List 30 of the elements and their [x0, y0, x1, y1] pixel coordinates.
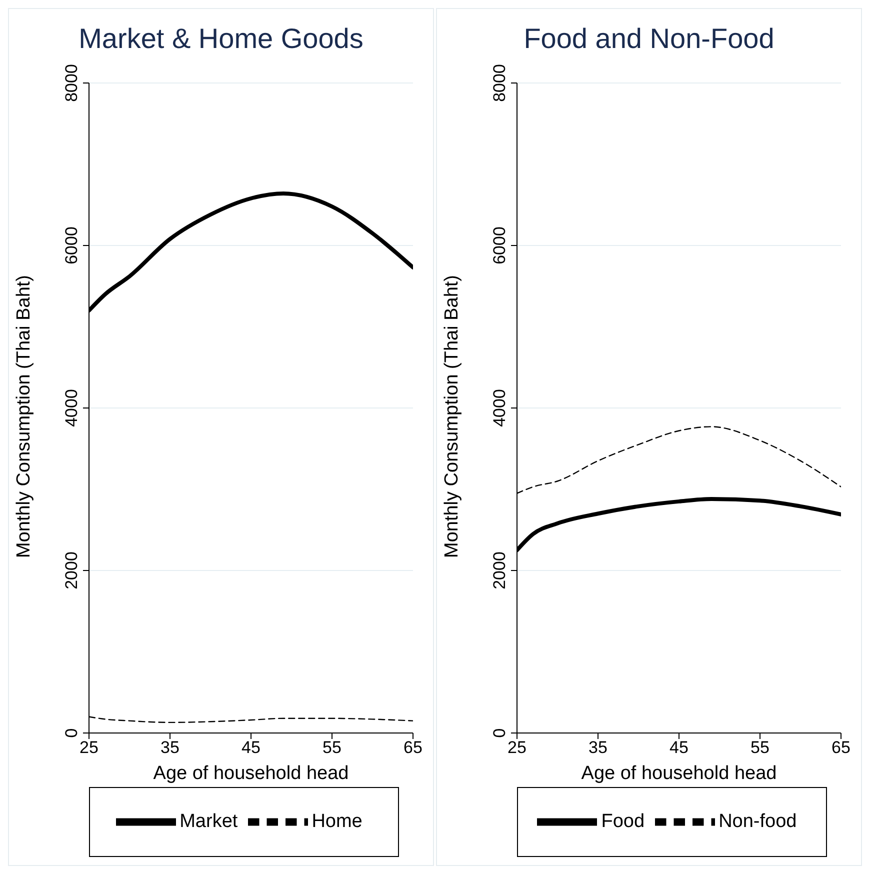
x-tick-label: 55: [750, 738, 770, 758]
x-tick-label: 55: [322, 738, 342, 758]
x-tick-label: 25: [508, 738, 526, 758]
y-tick-label: 4000: [62, 389, 81, 427]
legend-label: Food: [601, 811, 645, 832]
x-axis-title: Age of household head: [153, 763, 349, 784]
y-tick-label: 6000: [490, 226, 509, 264]
x-tick-label: 35: [588, 738, 608, 758]
legend-label: Non-food: [718, 811, 797, 832]
x-tick-label: 35: [160, 738, 180, 758]
x-tick-label: 45: [242, 738, 260, 758]
y-tick-label: 0: [490, 728, 509, 738]
x-tick-label: 45: [670, 738, 688, 758]
y-tick-label: 8000: [62, 64, 81, 102]
legend-label: Home: [312, 811, 362, 832]
y-tick-label: 0: [62, 728, 81, 738]
chart-title: Food and Non-Food: [522, 23, 776, 56]
y-tick-label: 6000: [62, 226, 81, 264]
legend-label: Market: [180, 811, 238, 832]
x-tick-label: 65: [404, 738, 422, 758]
x-tick-label: 25: [80, 738, 98, 758]
y-tick-label: 8000: [490, 64, 509, 102]
x-axis-title: Age of household head: [581, 763, 777, 784]
y-tick-label: 4000: [490, 389, 509, 427]
x-tick-label: 65: [832, 738, 850, 758]
y-tick-label: 2000: [490, 552, 509, 590]
y-tick-label: 2000: [62, 552, 81, 590]
chart-title: Market & Home Goods: [78, 23, 364, 56]
y-axis-title: Monthly Consumption (Thai Baht): [14, 274, 35, 558]
y-axis-title: Monthly Consumption (Thai Baht): [442, 274, 463, 558]
